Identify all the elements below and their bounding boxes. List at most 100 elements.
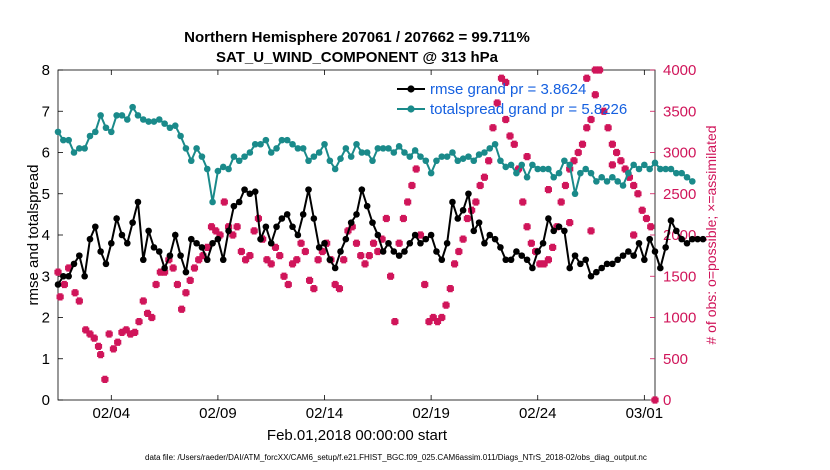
totalspread-point <box>246 149 254 156</box>
totalspread-point <box>614 178 621 185</box>
rmse-point <box>134 198 142 206</box>
obs-assimilated-marker <box>608 140 616 148</box>
obs-assimilated-marker <box>271 243 280 251</box>
rmse-point <box>593 268 600 276</box>
totalspread-point <box>582 165 590 173</box>
rmse-point <box>566 264 574 272</box>
totalspread-point <box>198 153 206 160</box>
totalspread-point <box>433 157 440 165</box>
obs-assimilated-marker <box>101 375 109 383</box>
obs-assimilated-marker <box>450 260 459 268</box>
rmse-point <box>635 239 643 247</box>
totalspread-point <box>534 165 542 173</box>
rmse-point <box>145 227 152 235</box>
totalspread-point <box>625 169 632 177</box>
rmse-point <box>353 211 360 218</box>
totalspread-point <box>619 182 627 189</box>
rmse-series <box>54 185 707 288</box>
obs-assimilated-marker <box>463 214 471 223</box>
obs-assimilated-marker <box>335 285 344 293</box>
totalspread-point <box>507 161 515 169</box>
totalspread-point <box>587 169 595 177</box>
rmse-point <box>582 256 590 264</box>
rmse-point <box>54 281 62 288</box>
y-right-tick-label: 4000 <box>663 62 696 79</box>
totalspread-point <box>353 140 360 148</box>
rmse-point <box>459 206 467 214</box>
rmse-point <box>182 268 190 276</box>
obs-assimilated-marker <box>506 132 514 140</box>
obs-assimilated-marker <box>476 181 484 190</box>
totalspread-point <box>145 118 152 125</box>
obs-assimilated-marker <box>284 280 292 289</box>
totalspread-point <box>81 145 88 152</box>
totalspread-point <box>379 145 387 152</box>
totalspread-point <box>177 132 184 140</box>
obs-assimilated-marker <box>114 338 122 346</box>
obs-assimilated-marker <box>297 239 305 247</box>
obs-assimilated-marker <box>408 181 416 190</box>
obs-possible-marker <box>523 153 531 161</box>
rmse-point <box>289 223 296 231</box>
totalspread-point <box>262 136 270 144</box>
obs-assimilated-marker <box>109 345 118 353</box>
rmse-point <box>187 235 195 243</box>
totalspread-point <box>182 145 190 152</box>
obs-possible-marker <box>502 78 510 86</box>
totalspread-point <box>321 140 328 148</box>
totalspread-point <box>315 149 323 156</box>
rmse-point <box>689 235 696 243</box>
obs-count-markers <box>54 66 659 404</box>
rmse-point <box>443 239 451 247</box>
obs-assimilated-marker <box>574 148 582 157</box>
rmse-point <box>150 244 158 251</box>
rmse-point <box>299 211 307 218</box>
rmse-point <box>545 215 552 222</box>
rmse-point <box>203 256 211 264</box>
totalspread-point <box>689 178 696 185</box>
totalspread-point <box>481 149 488 156</box>
obs-assimilated-marker <box>305 276 314 284</box>
chart-title-line2: SAT_U_WIND_COMPONENT @ 313 hPa <box>216 49 499 66</box>
rmse-point <box>241 186 248 193</box>
obs-assimilated-marker <box>591 91 599 99</box>
rmse-point <box>385 239 392 247</box>
obs-assimilated-marker <box>557 198 565 206</box>
rmse-point <box>65 272 72 280</box>
rmse-point <box>283 211 291 218</box>
obs-assimilated-marker <box>374 247 382 256</box>
totalspread-point <box>118 112 126 119</box>
rmse-point <box>678 235 685 243</box>
obs-assimilated-marker <box>472 198 480 206</box>
obs-assimilated-marker <box>578 140 587 148</box>
y-tick-label: 5 <box>42 186 50 203</box>
totalspread-point <box>102 124 110 132</box>
totalspread-point <box>539 165 547 173</box>
rmse-point <box>395 252 403 259</box>
rmse-point <box>81 272 88 280</box>
legend-rmse-marker <box>407 85 415 93</box>
y-tick-label: 7 <box>42 103 50 120</box>
obs-assimilated-marker <box>630 181 638 190</box>
rmse-point <box>433 248 440 255</box>
rmse-point <box>92 223 99 231</box>
rmse-point <box>422 235 430 243</box>
totalspread-point <box>155 116 163 123</box>
rmse-point <box>481 239 488 247</box>
chart-title-line1: Northern Hemisphere 207061 / 207662 = 99… <box>184 29 530 46</box>
rmse-point <box>390 248 398 255</box>
totalspread-point <box>390 149 398 156</box>
rmse-point <box>699 235 707 243</box>
totalspread-point <box>342 145 350 152</box>
plot-area <box>57 69 656 401</box>
totalspread-point <box>310 153 318 160</box>
totalspread-point <box>161 120 168 127</box>
totalspread-point <box>593 178 600 185</box>
obs-assimilated-marker <box>182 289 190 297</box>
legend-spread-label: totalspread grand pr = 5.8226 <box>430 101 627 118</box>
obs-assimilated-marker <box>587 115 595 124</box>
obs-assimilated-marker <box>459 235 467 243</box>
rmse-point <box>225 227 232 235</box>
obs-assimilated-marker <box>442 301 450 309</box>
totalspread-point <box>411 147 419 154</box>
